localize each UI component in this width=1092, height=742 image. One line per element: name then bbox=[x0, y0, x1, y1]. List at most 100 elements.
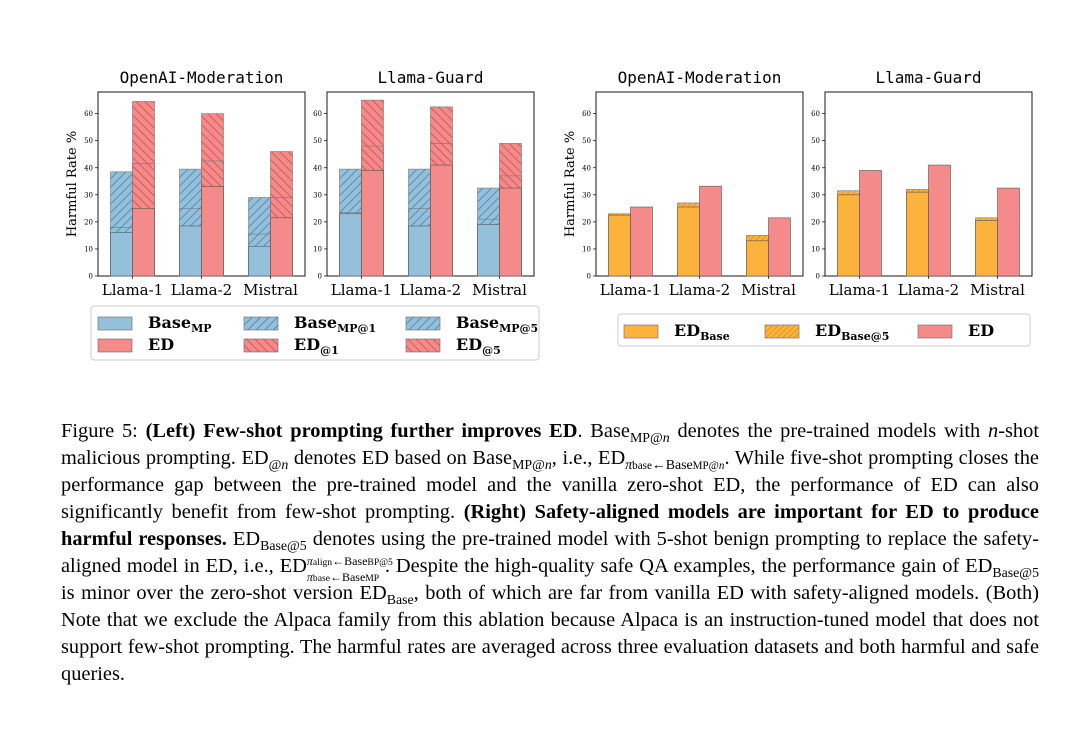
y-tick-label: 60 bbox=[582, 110, 591, 118]
category-group: Llama-2 bbox=[669, 185, 730, 299]
chart-panel: Llama-Guard 0 10 20 30 40 50 60 Llama-1 Llama-2 Mi… bbox=[811, 68, 1033, 299]
caption-sub: BP@5 bbox=[367, 557, 393, 568]
y-tick-label: 40 bbox=[84, 164, 93, 172]
caption-var-n: n bbox=[544, 457, 552, 473]
figure-caption: Figure 5: (Left) Few-shot prompting furt… bbox=[61, 418, 1039, 688]
caption-text: . Base bbox=[577, 420, 630, 442]
legend-swatch bbox=[97, 316, 133, 331]
caption-sub: ←Base bbox=[651, 457, 693, 473]
legend-label: ED@1 bbox=[294, 335, 339, 357]
category-group: Llama-1 bbox=[102, 101, 163, 299]
y-tick-label: 60 bbox=[313, 110, 322, 118]
legend-entry: EDBase bbox=[623, 321, 730, 343]
caption-sub: Base bbox=[386, 592, 414, 608]
caption-var-n: n bbox=[988, 420, 999, 442]
caption-text: -shot malicious prompting. ED bbox=[61, 420, 1039, 469]
x-tick-label: Llama-1 bbox=[829, 281, 890, 299]
legend-swatch bbox=[405, 316, 441, 331]
caption-sub: ←Base bbox=[332, 554, 368, 568]
bar-ed-base bbox=[608, 214, 631, 277]
x-tick-label: Llama-1 bbox=[600, 281, 661, 299]
caption-fig-label: Figure 5: bbox=[61, 420, 138, 442]
bar-base-mp bbox=[408, 225, 431, 277]
y-tick-label: 60 bbox=[811, 110, 820, 118]
bar-ed bbox=[859, 170, 882, 277]
legend-entry: ED@5 bbox=[405, 335, 501, 357]
caption-text: ED bbox=[598, 447, 626, 469]
category-group: Llama-2 bbox=[171, 113, 232, 299]
legend-entry: EDBase@5 bbox=[764, 321, 889, 343]
legend-entry: BaseMP@1 bbox=[243, 313, 376, 335]
category-group: Llama-1 bbox=[829, 170, 890, 299]
y-tick-label: 0 bbox=[587, 273, 591, 281]
caption-var-n: n bbox=[662, 430, 670, 446]
y-tick-label: 50 bbox=[582, 137, 591, 145]
legend-label: ED bbox=[148, 335, 174, 354]
caption-var-pi: π bbox=[306, 554, 313, 568]
caption-var-pi: π bbox=[625, 457, 633, 473]
x-tick-label: Llama-2 bbox=[898, 281, 959, 299]
bar-ed bbox=[361, 170, 384, 277]
legend-entry: ED bbox=[917, 321, 994, 340]
charts-canvas: OpenAI-Moderation 0 10 20 30 40 50 60 Harmful Ra… bbox=[65, 68, 1033, 361]
category-group: Mistral bbox=[741, 217, 796, 299]
y-tick-label: 0 bbox=[816, 273, 820, 281]
x-tick-label: Mistral bbox=[243, 281, 298, 299]
caption-sub: MP@ bbox=[629, 430, 663, 446]
caption-var-n: n bbox=[281, 457, 289, 473]
y-tick-label: 20 bbox=[811, 218, 820, 226]
legend-swatch bbox=[623, 324, 659, 339]
y-tick-label: 50 bbox=[313, 137, 322, 145]
legend-label: ED@5 bbox=[456, 335, 501, 357]
caption-text: denotes using the pre-trained model with… bbox=[61, 528, 1040, 577]
y-tick-label: 40 bbox=[811, 164, 820, 172]
category-group: Llama-2 bbox=[400, 106, 461, 299]
legend-entry: BaseMP@5 bbox=[405, 313, 538, 335]
category-group: Llama-1 bbox=[331, 99, 392, 299]
bar-ed bbox=[270, 217, 293, 277]
caption-sub: MP@ bbox=[692, 459, 719, 472]
category-group: Llama-1 bbox=[600, 206, 661, 299]
caption-text: denotes ED based on Base bbox=[288, 447, 513, 469]
caption-var-n: n bbox=[718, 459, 725, 472]
chart-title: OpenAI-Moderation bbox=[618, 68, 782, 87]
y-tick-label: 50 bbox=[84, 137, 93, 145]
y-tick-label: 20 bbox=[582, 218, 591, 226]
x-tick-label: Mistral bbox=[970, 281, 1025, 299]
legend-entry: ED bbox=[97, 335, 174, 354]
chart-title: OpenAI-Moderation bbox=[120, 68, 284, 87]
caption-sub: base bbox=[312, 573, 330, 584]
bar-ed bbox=[132, 208, 155, 277]
category-group: Mistral bbox=[472, 143, 527, 299]
bar-ed bbox=[997, 187, 1020, 277]
caption-text: is minor over the zero-shot version ED bbox=[61, 582, 387, 604]
y-tick-label: 30 bbox=[313, 191, 322, 199]
caption-sub: @ bbox=[268, 457, 282, 473]
caption-right-tag: (Right) Safety-aligned models are import… bbox=[61, 501, 1039, 550]
caption-text: . While five-shot prompting closes the p… bbox=[61, 447, 1039, 523]
x-tick-label: Llama-2 bbox=[669, 281, 730, 299]
legend-swatch bbox=[243, 338, 279, 353]
bar-base-mp bbox=[248, 245, 271, 277]
legend-swatch bbox=[764, 324, 800, 339]
caption-text: , both of which are far from vanilla ED … bbox=[61, 582, 1039, 685]
y-tick-label: 10 bbox=[84, 245, 93, 253]
y-tick-label: 50 bbox=[811, 137, 820, 145]
legend-label: BaseMP@5 bbox=[456, 313, 538, 335]
legend-label: BaseMP@1 bbox=[294, 313, 376, 335]
caption-sub: align bbox=[312, 557, 333, 568]
bar-ed bbox=[201, 186, 224, 277]
legend-left: BaseMP BaseMP@1 BaseMP@5 ED ED@1 ED@5 bbox=[90, 305, 540, 361]
y-tick-label: 10 bbox=[313, 245, 322, 253]
bar-ed-base bbox=[906, 191, 929, 277]
bar-ed-base bbox=[746, 240, 769, 277]
caption-left-tag: (Left) Few-shot prompting further improv… bbox=[145, 420, 578, 442]
caption-text: . Despite the high-quality safe QA examp… bbox=[384, 555, 993, 577]
y-tick-label: 30 bbox=[84, 191, 93, 199]
legend-label: EDBase@5 bbox=[815, 321, 889, 343]
y-tick-label: 20 bbox=[84, 218, 93, 226]
y-tick-label: 0 bbox=[318, 273, 322, 281]
bar-ed bbox=[499, 187, 522, 277]
y-tick-label: 10 bbox=[582, 245, 591, 253]
caption-sub: base bbox=[632, 459, 652, 472]
